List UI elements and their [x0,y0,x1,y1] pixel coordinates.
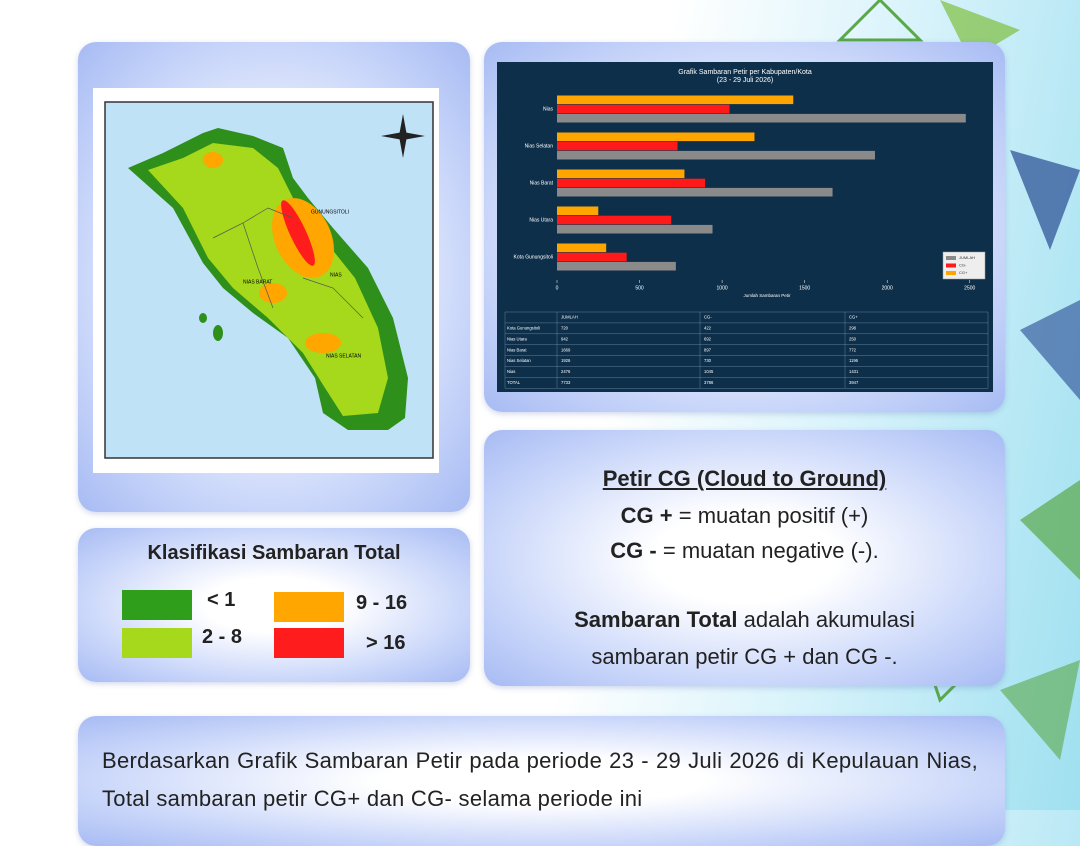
definition: = muatan positif (+) [678,503,869,528]
bar [557,243,607,253]
legend-swatch [946,271,956,275]
y-tick-label: Nias Selatan [525,143,554,149]
table-cell: 1669 [561,347,571,352]
map-label: NIAS [330,272,342,278]
table-cell: 720 [561,325,569,330]
table-cell: 1196 [849,358,859,363]
bar [557,95,794,105]
term: CG - [610,538,657,563]
info-title: Petir CG (Cloud to Ground) [602,466,887,491]
table-cell: 692 [704,336,712,341]
term: CG + [620,503,673,528]
definition: = muatan negative (-). [662,538,879,563]
definition: adalah akumulasi [743,607,915,632]
table-row-label: Nias [507,369,515,374]
table-row-label: Nias Utara [507,336,527,341]
x-axis-label: Jumlah Sambaran Petir [743,293,791,298]
info-line: CG - = muatan negative (-). [484,538,1005,564]
table-cell: 2476 [561,369,571,374]
bar [557,178,706,188]
table-cell: 298 [849,325,857,330]
decoration [836,0,1080,760]
bar [557,113,966,123]
legend-swatch [274,628,344,658]
y-tick-label: Nias [543,106,554,112]
summary-text: Berdasarkan Grafik Sambaran Petir pada p… [102,748,978,811]
x-tick-label: 1500 [799,285,810,291]
table-cell: 3786 [704,380,714,385]
table-cell: 942 [561,336,569,341]
legend-swatch [946,263,956,268]
x-tick-label: 2500 [964,285,975,291]
info-line: Sambaran Total adalah akumulasi [484,607,1005,633]
legend-label: 2 - 8 [202,626,243,648]
chart: Grafik Sambaran Petir per Kabupaten/Kota… [497,62,993,392]
x-tick-label: 1000 [717,285,728,291]
table-cell: 772 [849,347,857,352]
table-header: CG+ [849,315,858,320]
bar [557,104,730,114]
y-tick-label: Nias Utara [529,217,553,223]
term: Sambaran Total [574,607,738,632]
table-row-label: TOTAL [507,380,521,385]
table-cell: 1045 [704,369,714,374]
bar [557,187,833,197]
legend-swatch [122,628,192,658]
bar [557,169,685,179]
table-cell: 897 [704,347,712,352]
legend-label: 9 - 16 [356,592,408,614]
legend-label: CG- [959,263,967,268]
legend-title: Klasifikasi Sambaran Total [147,542,401,564]
table-row-label: Nias Selatan [507,358,531,363]
info-panel [484,430,1005,686]
table-header: JUMLAH [561,315,578,320]
legend-label: > 16 [366,632,406,654]
table-cell: 1926 [561,358,571,363]
bar [557,150,875,160]
info-line: sambaran petir CG + dan CG -. [591,644,898,669]
table-cell: 1431 [849,369,859,374]
legend-swatch [122,590,192,620]
x-tick-label: 0 [556,285,559,291]
legend-swatch [274,592,344,622]
x-tick-label: 2000 [882,285,893,291]
y-tick-label: Kota Gunungsitoli [514,254,553,260]
bar [557,224,713,234]
bar [557,206,599,216]
table-row-label: Nias Barat [507,347,527,352]
bar [557,141,678,151]
bar [557,261,676,271]
map-label: NIAS SELATAN [326,353,361,359]
table-cell: 7733 [561,380,571,385]
bar [557,252,627,262]
legend-label: JUMLAH [959,255,975,260]
table-cell: 3947 [849,380,859,385]
x-tick-label: 500 [635,285,644,291]
legend-swatch [946,256,956,260]
chart-title: Grafik Sambaran Petir per Kabupaten/Kota [678,69,812,76]
legend-label: CG+ [959,270,968,275]
legend-label: < 1 [207,589,236,611]
info-line: CG + = muatan positif (+) [484,503,1005,529]
map-label: GUNUNGSITOLI [311,209,349,215]
table-header: CG- [704,315,712,320]
table-cell: 422 [704,325,712,330]
map: GUNUNGSITOLI NIAS BARAT NIAS NIAS SELATA… [93,88,439,473]
table-cell: 250 [849,336,857,341]
table-cell: 730 [704,358,712,363]
bar [557,132,755,142]
table-row-label: Kota Gunungsitoli [507,325,540,330]
chart-subtitle: (23 - 29 Juli 2026) [717,77,773,84]
y-tick-label: Nias Barat [530,180,554,186]
map-label: NIAS BARAT [243,279,272,285]
bar [557,215,672,225]
